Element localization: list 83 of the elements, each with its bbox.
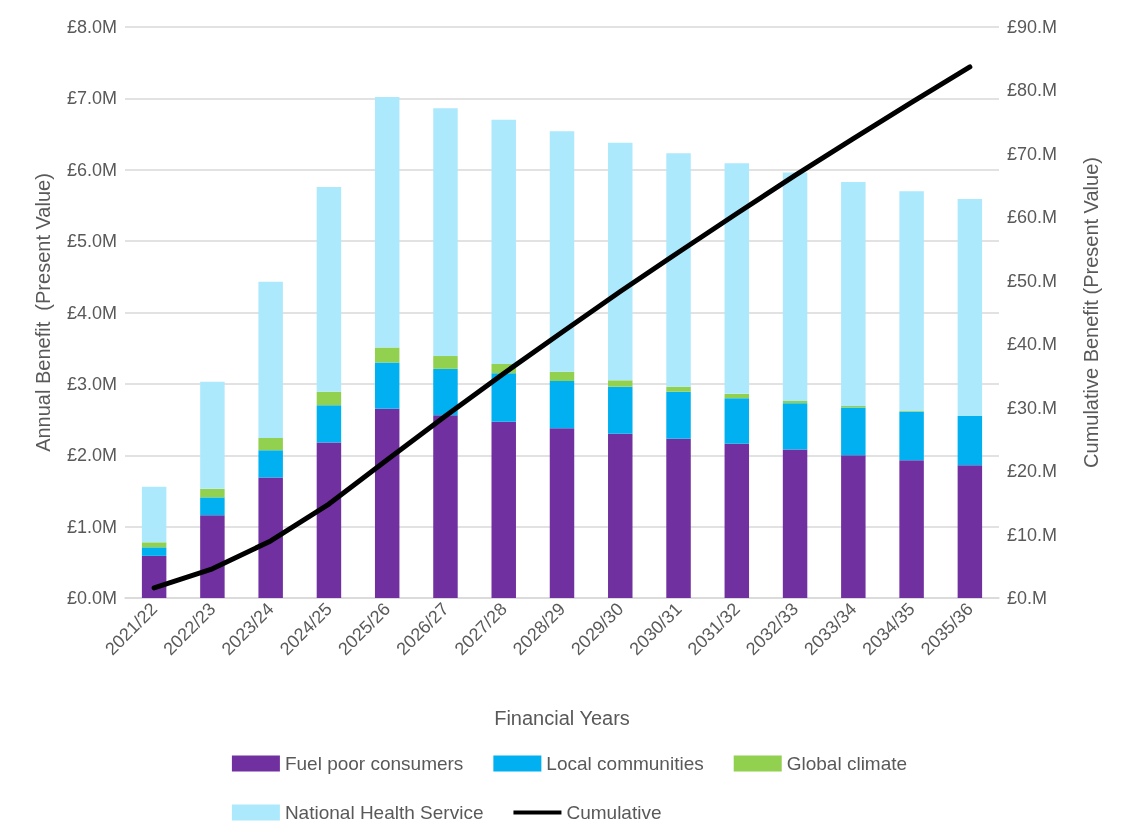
bar bbox=[666, 391, 691, 439]
bar bbox=[608, 142, 633, 381]
y-axis-title: Annual Benefit (Present Value) bbox=[32, 173, 54, 452]
bar bbox=[957, 415, 983, 466]
bar bbox=[374, 362, 400, 409]
y-tick-label: £1.0M bbox=[66, 516, 117, 537]
bar bbox=[899, 411, 924, 461]
bar bbox=[608, 386, 633, 434]
legend-label: Global climate bbox=[786, 753, 908, 774]
y2-tick-label: £10.M bbox=[1007, 524, 1058, 545]
bar bbox=[782, 401, 808, 404]
bar bbox=[316, 186, 342, 392]
bar bbox=[957, 465, 983, 598]
bar bbox=[200, 515, 225, 598]
bar bbox=[141, 547, 167, 556]
bar bbox=[258, 477, 283, 598]
y2-tick-label: £70.M bbox=[1007, 143, 1058, 164]
y2-tick-label: £50.M bbox=[1007, 270, 1058, 291]
bar bbox=[549, 381, 575, 429]
bar bbox=[782, 449, 808, 598]
bar bbox=[724, 398, 750, 444]
bar bbox=[549, 131, 575, 372]
bar bbox=[200, 497, 225, 516]
bar bbox=[549, 428, 575, 598]
y-tick-label: £8.0M bbox=[66, 17, 117, 37]
bar bbox=[666, 153, 691, 387]
y-tick-label: £7.0M bbox=[66, 88, 117, 109]
y2-tick-label: £40.M bbox=[1007, 334, 1058, 355]
y2-tick-label: £90.M bbox=[1007, 17, 1058, 37]
bar bbox=[724, 393, 750, 399]
y2-tick-label: £30.M bbox=[1007, 397, 1058, 418]
bar bbox=[608, 380, 633, 387]
bar bbox=[841, 181, 866, 406]
bar bbox=[549, 371, 575, 382]
y-tick-label: £6.0M bbox=[66, 159, 117, 180]
y2-tick-label: £80.M bbox=[1007, 80, 1058, 101]
y-tick-label: £5.0M bbox=[66, 231, 117, 252]
bar bbox=[957, 199, 983, 416]
bar bbox=[316, 391, 342, 406]
bar bbox=[433, 415, 458, 598]
bar bbox=[491, 119, 516, 364]
bar bbox=[724, 443, 750, 598]
bar bbox=[841, 407, 866, 456]
x-axis-title: Financial Years bbox=[494, 707, 630, 729]
bar bbox=[200, 488, 225, 498]
bar bbox=[141, 542, 167, 548]
bar bbox=[841, 455, 866, 598]
bar bbox=[316, 405, 342, 443]
legend-label: National Health Service bbox=[284, 802, 484, 823]
bar bbox=[491, 421, 516, 598]
bar bbox=[782, 403, 808, 450]
bar bbox=[200, 381, 225, 489]
bar bbox=[899, 460, 924, 598]
legend-label: Fuel poor consumers bbox=[284, 753, 464, 774]
bar bbox=[433, 356, 458, 369]
bar bbox=[666, 438, 691, 598]
bar bbox=[724, 163, 750, 394]
y2-tick-label: £60.M bbox=[1007, 207, 1058, 228]
bar bbox=[141, 555, 167, 598]
bar bbox=[666, 386, 691, 392]
y2-tick-label: £20.M bbox=[1007, 461, 1058, 482]
y2-tick-label: £0.M bbox=[1007, 588, 1048, 608]
bar bbox=[374, 408, 400, 598]
bar bbox=[782, 172, 808, 402]
bar bbox=[491, 373, 516, 422]
y-tick-label: £3.0M bbox=[66, 373, 117, 394]
bar bbox=[374, 96, 400, 348]
bar bbox=[433, 368, 458, 416]
y-tick-label: £4.0M bbox=[66, 302, 117, 323]
bar bbox=[316, 442, 342, 598]
bar bbox=[141, 486, 167, 543]
y2-axis-title: Cumulative Benefit (Present Value) bbox=[1080, 157, 1102, 468]
bar bbox=[608, 433, 633, 598]
bar bbox=[258, 450, 283, 478]
y-tick-label: £0.0M bbox=[66, 588, 117, 608]
bar bbox=[899, 191, 924, 411]
legend-label: Local communities bbox=[546, 753, 704, 774]
legend-label: Cumulative bbox=[566, 802, 662, 823]
bar bbox=[258, 438, 283, 451]
bar bbox=[374, 347, 400, 363]
bar bbox=[258, 281, 283, 439]
y-tick-label: £2.0M bbox=[66, 445, 117, 466]
bar bbox=[433, 108, 458, 357]
